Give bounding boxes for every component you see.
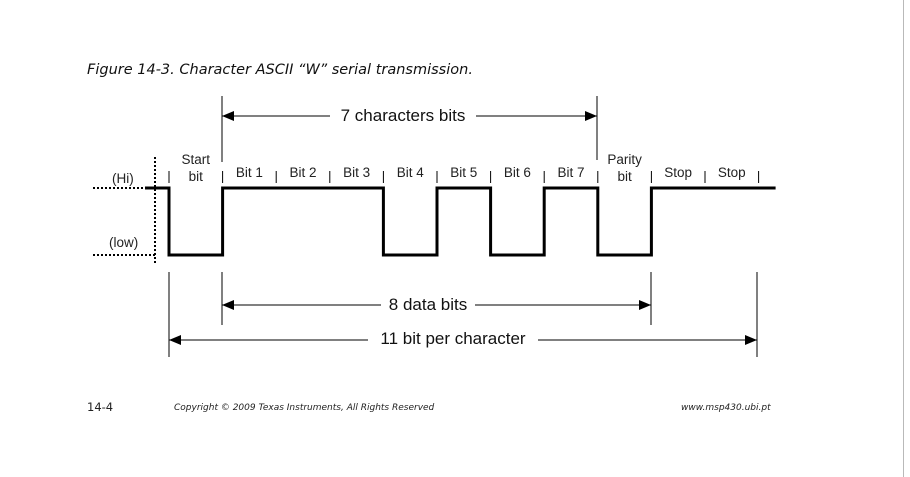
bit-labels: Start bit Bit 1 Bit 2 Bit 3 Bit 4 Bit 5 Bit 6 Bi… xyxy=(182,152,746,184)
data-bits-label: 8 data bits xyxy=(389,295,467,314)
page-border xyxy=(903,0,904,477)
bit-label-5: Bit 4 xyxy=(397,165,425,180)
bit-label-7: Bit 6 xyxy=(504,165,531,180)
bit-label-3: Bit 2 xyxy=(289,165,316,180)
bit-label-10: Stop xyxy=(664,165,692,180)
bit-label-11: Stop xyxy=(718,165,746,180)
low-level-label: (low) xyxy=(109,235,138,250)
bit-label-2: Bit 1 xyxy=(236,165,263,180)
per-char-label: 11 bit per character xyxy=(380,329,526,348)
bit-label-9: Parity bit xyxy=(607,152,642,184)
hi-level-label: (Hi) xyxy=(112,171,134,186)
page-number: 14-4 xyxy=(87,400,114,414)
website-url: www.msp430.ubi.pt xyxy=(681,403,771,413)
bit-label-4: Bit 3 xyxy=(343,165,370,180)
signal-waveform xyxy=(145,186,776,257)
copyright-notice: Copyright © 2009 Texas Instruments, All … xyxy=(174,403,435,413)
bit-label-1: Start bit xyxy=(182,152,211,184)
char-bits-label: 7 characters bits xyxy=(341,106,466,125)
bit-label-8: Bit 7 xyxy=(557,165,584,180)
figure-caption: Figure 14-3. Character ASCII “W” serial … xyxy=(87,62,473,78)
bit-label-6: Bit 5 xyxy=(450,165,477,180)
bit-dividers xyxy=(168,171,760,183)
